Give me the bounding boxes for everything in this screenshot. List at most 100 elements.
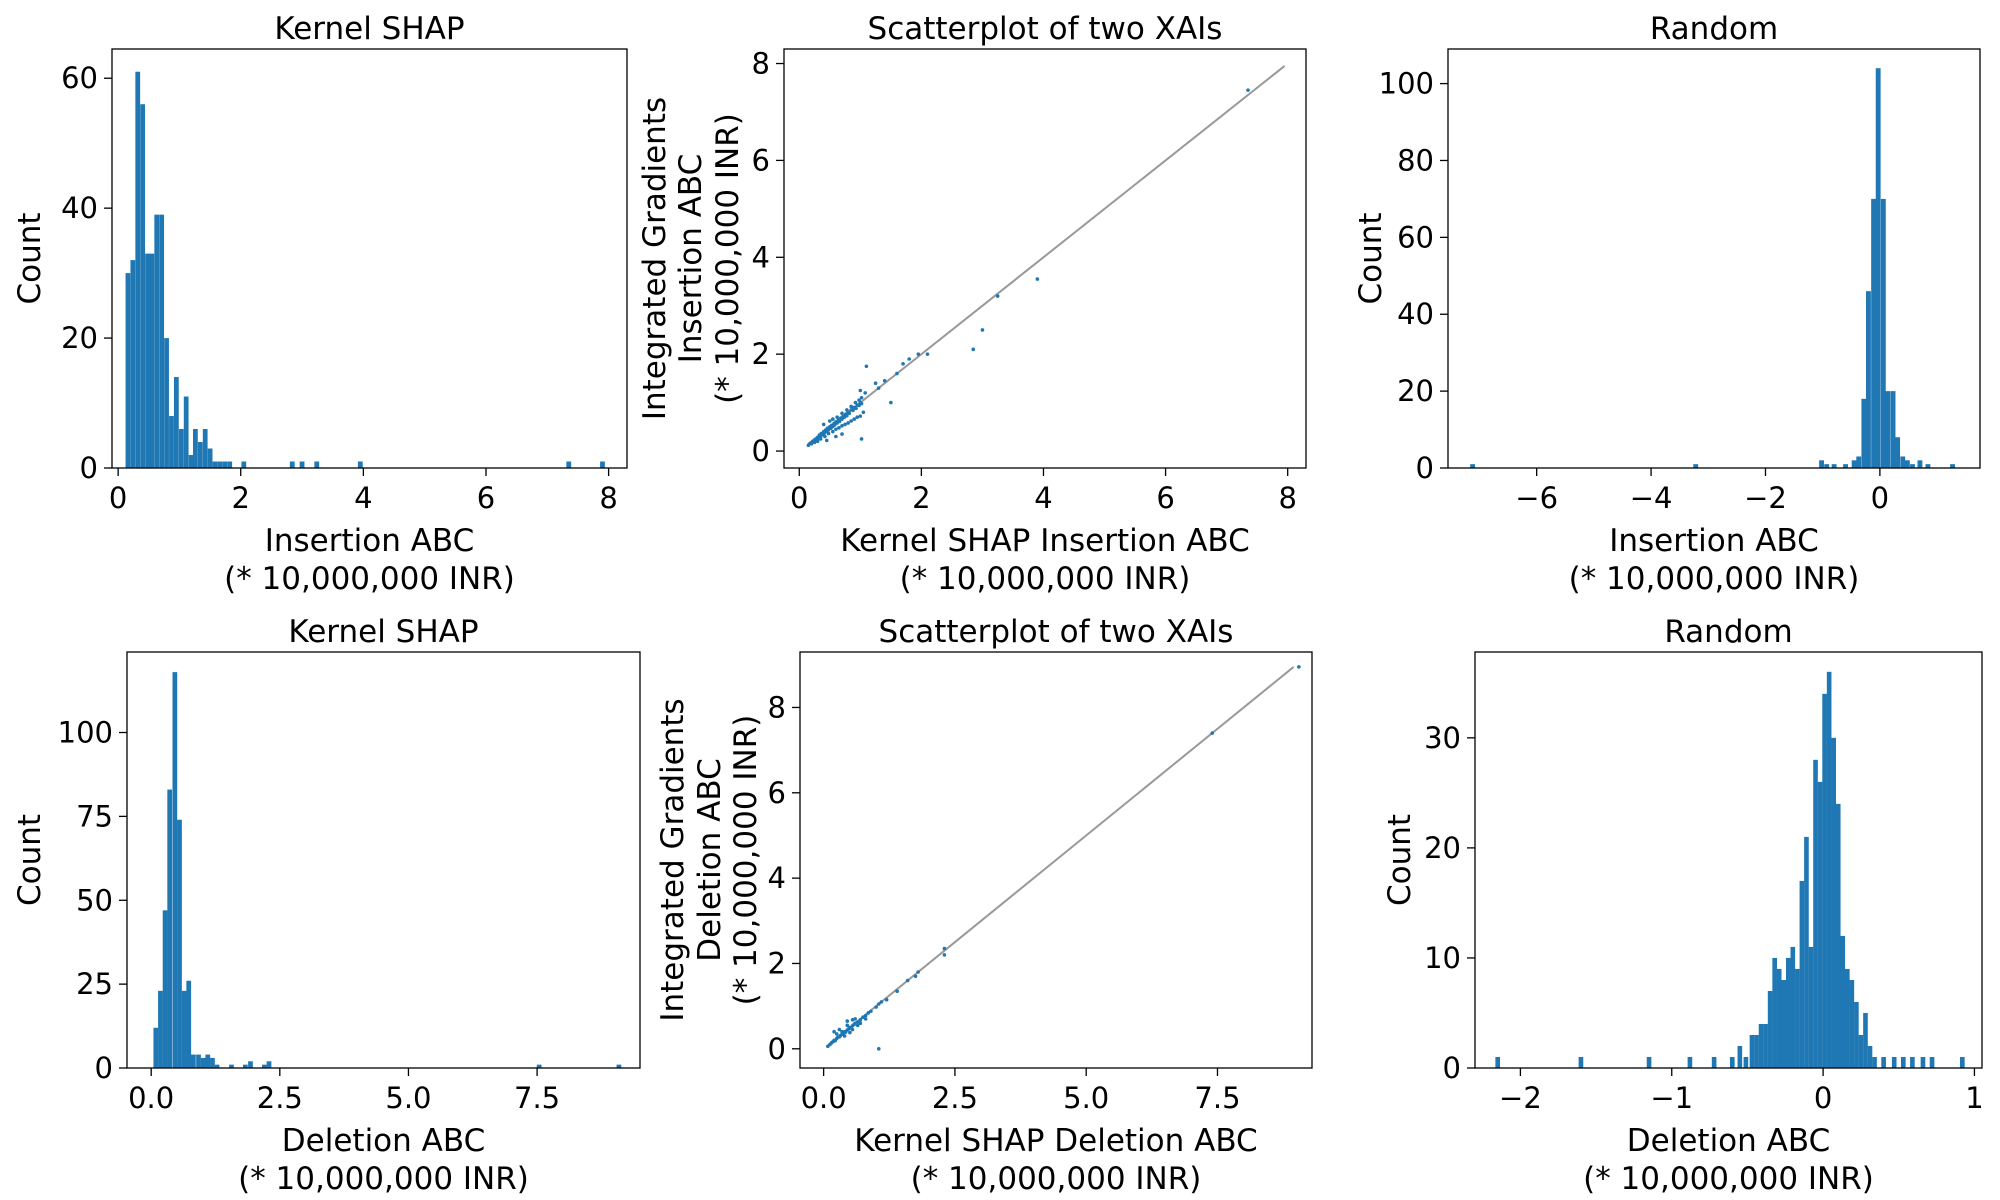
histogram-bar xyxy=(1929,1056,1935,1068)
scatter-point xyxy=(845,1019,850,1023)
x-axis-label: (* 10,000,000 INR) xyxy=(238,1161,529,1197)
histogram-bar xyxy=(1880,198,1886,469)
histogram-bar xyxy=(536,1064,542,1068)
scatter-point xyxy=(837,426,841,430)
y-axis-label: Count xyxy=(1353,212,1389,304)
histogram-bar xyxy=(1754,1034,1759,1068)
scatter-point xyxy=(840,417,844,421)
scatter-point xyxy=(849,419,853,423)
histogram-bar xyxy=(1826,671,1832,1068)
scatter-point xyxy=(815,439,820,444)
y-tick-label: 100 xyxy=(58,716,113,750)
scatter-point xyxy=(1035,277,1040,281)
scatter-point xyxy=(895,371,899,376)
scatter-point xyxy=(851,408,855,413)
scatter-point xyxy=(925,352,930,356)
y-tick-label: 10 xyxy=(1424,941,1461,975)
histogram-bar xyxy=(1904,460,1910,468)
histogram-bar xyxy=(1495,1056,1501,1068)
histogram-bar xyxy=(214,1064,220,1068)
x-tick-label: 8 xyxy=(599,481,617,515)
x-tick-label: 0 xyxy=(790,481,808,515)
scatter-point xyxy=(832,423,837,427)
y-tick-label: 0 xyxy=(80,451,98,485)
plot-frame xyxy=(783,48,1307,469)
histogram-bar xyxy=(169,416,174,468)
histogram-bar xyxy=(1785,957,1791,1068)
histogram-bar xyxy=(1749,1034,1755,1068)
histogram-bar xyxy=(145,253,150,468)
histogram-bar xyxy=(1772,957,1777,1068)
histogram-bar xyxy=(1856,456,1862,468)
x-axis-label: (* 10,000,000 INR) xyxy=(1569,561,1860,597)
scatter-point xyxy=(831,429,835,434)
x-axis-label: Kernel SHAP Deletion ABC xyxy=(854,1123,1257,1159)
histogram-bar xyxy=(1804,836,1809,1068)
histogram-bar xyxy=(1840,935,1846,1068)
histogram-bar xyxy=(1890,391,1896,468)
scatter-point xyxy=(858,388,863,393)
histogram-bar xyxy=(566,461,572,468)
histogram-bar xyxy=(1578,1056,1584,1068)
histogram-bar xyxy=(1758,1023,1764,1068)
histogram-bar xyxy=(1646,1056,1652,1068)
scatter-point xyxy=(849,404,853,409)
scatter-point xyxy=(853,1017,857,1021)
histogram-bar xyxy=(222,461,228,468)
y-tick-label: 60 xyxy=(61,61,98,95)
scatter-point xyxy=(840,411,844,416)
histogram-bar xyxy=(159,214,165,468)
histogram-bar xyxy=(1822,693,1827,1068)
y-tick-label: 75 xyxy=(76,799,113,833)
histogram-bar xyxy=(1729,1056,1735,1068)
y-axis-label: (* 10,000,000 INR) xyxy=(728,715,764,1006)
histogram-bar xyxy=(227,461,233,468)
x-axis-label: Kernel SHAP Insertion ABC xyxy=(840,523,1250,559)
histogram-bar xyxy=(181,990,187,1068)
histogram-bar xyxy=(1863,1012,1868,1068)
scatter-point xyxy=(857,398,861,402)
histogram-bar xyxy=(153,1027,159,1068)
histogram-bar xyxy=(1910,464,1915,468)
scatter-point xyxy=(837,1027,842,1032)
panel-1: 0 2 4 6 8 0 20 40 60 Kernel SHAP Insertion ABC(* 1… xyxy=(12,11,628,597)
y-tick-label: 6 xyxy=(752,143,770,177)
plot-frame xyxy=(1474,651,1983,1069)
y-tick-label: 60 xyxy=(1397,220,1434,254)
x-tick-label: 0 xyxy=(1814,1081,1832,1115)
scatter-point xyxy=(879,1000,884,1004)
histogram-bar xyxy=(1781,979,1787,1068)
histogram-bar xyxy=(1799,880,1805,1068)
histogram-bar xyxy=(1881,1056,1886,1068)
histogram-bar xyxy=(262,1064,267,1068)
histogram-bar xyxy=(1867,1045,1873,1068)
histogram-bar xyxy=(135,71,141,469)
scatter-point xyxy=(826,431,831,436)
histogram-bar xyxy=(1851,460,1857,468)
x-tick-label: −4 xyxy=(1630,481,1673,515)
x-axis-label: Insertion ABC xyxy=(1609,523,1819,559)
y-tick-label: 40 xyxy=(1397,297,1434,331)
histogram-bar xyxy=(125,273,131,468)
histogram-bar xyxy=(1767,990,1773,1068)
scatter-point xyxy=(840,424,844,428)
histogram-bar xyxy=(1808,946,1814,1068)
histogram-bar xyxy=(314,461,320,468)
scatter-point xyxy=(843,422,847,427)
histogram-bar xyxy=(217,461,223,468)
y-tick-label: 80 xyxy=(1397,143,1434,177)
histogram-bar xyxy=(1795,968,1800,1068)
x-tick-label: 5.0 xyxy=(385,1081,431,1115)
histogram-bar xyxy=(1854,1001,1859,1068)
x-tick-label: −2 xyxy=(1744,481,1787,515)
histogram-bar xyxy=(162,910,168,1068)
histogram-bar xyxy=(1858,1034,1864,1068)
histogram-bar xyxy=(1819,460,1824,468)
scatter-point xyxy=(845,408,849,412)
scatter-point xyxy=(913,974,918,979)
scatter-point xyxy=(837,419,842,424)
scatter-point xyxy=(995,294,1000,298)
histogram-bar xyxy=(1831,737,1836,1068)
histogram-bar xyxy=(600,461,605,468)
